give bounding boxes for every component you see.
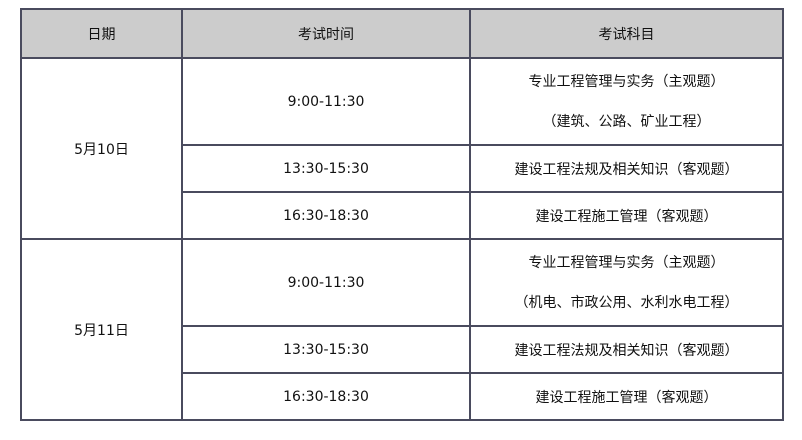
header-date: 日期 [20, 8, 183, 59]
time-cell: 13:30-15:30 [181, 144, 471, 193]
subject-line: 专业工程管理与实务（主观题） [528, 73, 725, 90]
table-row: 16:30-18:30 建设工程施工管理（客观题） [21, 372, 784, 421]
exam-schedule-table: 日期 考试时间 考试科目 5月10日 9:00-11:30 专业工程管理与实务（… [20, 8, 784, 421]
header-subject: 考试科目 [469, 8, 784, 59]
date-cell: 5月10日 [20, 57, 183, 240]
table-row: 13:30-15:30 建设工程法规及相关知识（客观题） [21, 144, 784, 193]
table-row: 5月11日 9:00-11:30 专业工程管理与实务（主观题） （机电、市政公用… [20, 238, 784, 421]
time-cell: 9:00-11:30 [181, 238, 471, 327]
table-row: 5月10日 9:00-11:30 专业工程管理与实务（主观题） （建筑、公路、矿… [20, 57, 784, 240]
table-row: 16:30-18:30 建设工程施工管理（客观题） [21, 191, 784, 240]
subject-cell: 建设工程法规及相关知识（客观题） [469, 325, 784, 374]
subject-line: （机电、市政公用、水利水电工程） [514, 294, 739, 311]
subject-cell: 专业工程管理与实务（主观题） （建筑、公路、矿业工程） [469, 57, 784, 146]
subject-cell: 建设工程施工管理（客观题） [469, 191, 784, 240]
time-cell: 16:30-18:30 [181, 372, 471, 421]
header-time: 考试时间 [181, 8, 471, 59]
time-cell: 13:30-15:30 [181, 325, 471, 374]
time-cell: 9:00-11:30 [181, 57, 471, 146]
subject-cell: 建设工程施工管理（客观题） [469, 372, 784, 421]
subject-cell: 建设工程法规及相关知识（客观题） [469, 144, 784, 193]
time-cell: 16:30-18:30 [181, 191, 471, 240]
subject-line: 专业工程管理与实务（主观题） [528, 254, 725, 271]
header-row: 日期 考试时间 考试科目 [20, 8, 784, 59]
table-row: 13:30-15:30 建设工程法规及相关知识（客观题） [21, 325, 784, 374]
subject-line: （建筑、公路、矿业工程） [542, 113, 711, 130]
date-cell: 5月11日 [20, 238, 183, 421]
subject-cell: 专业工程管理与实务（主观题） （机电、市政公用、水利水电工程） [469, 238, 784, 327]
